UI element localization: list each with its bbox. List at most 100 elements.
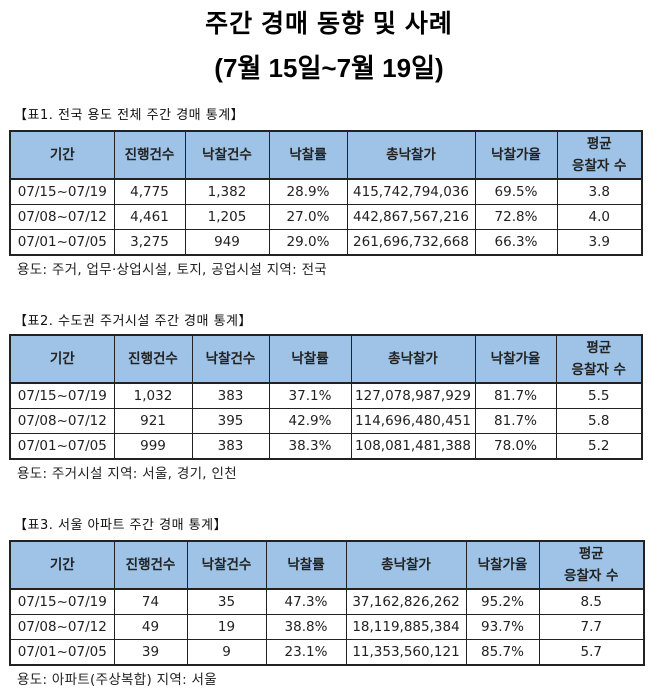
- table-row: 07/01~07/05 3,275 949 29.0% 261,696,732,…: [9, 229, 643, 256]
- table3-note: 용도: 아파트(주상복합) 지역: 서울: [17, 672, 217, 688]
- cell-winning-bid-rate: 23.1%: [265, 639, 347, 666]
- cell-period: 07/01~07/05: [9, 229, 115, 256]
- cell-period: 07/01~07/05: [9, 639, 115, 666]
- header-proceeding-count: 진행건수: [113, 130, 186, 180]
- header-winning-bid-count: 낙찰건수: [191, 334, 270, 384]
- header-period: 기간: [9, 130, 115, 180]
- cell-avg-bidders: 5.7: [538, 639, 645, 666]
- cell-avg-bidders: 8.5: [538, 588, 645, 615]
- header-winning-bid-rate: 낙찰률: [268, 130, 348, 180]
- table-row: 07/15~07/19 74 35 47.3% 37,162,826,262 9…: [9, 588, 645, 615]
- table-row: 07/08~07/12 4,461 1,205 27.0% 442,867,56…: [9, 204, 643, 230]
- cell-avg-bidders: 5.5: [555, 382, 643, 409]
- cell-proceeding-count: 3,275: [113, 229, 186, 256]
- cell-winning-price-ratio: 95.2%: [465, 588, 540, 615]
- cell-total-winning-price: 127,078,987,929: [350, 382, 476, 409]
- cell-winning-price-ratio: 81.7%: [474, 382, 557, 409]
- cell-avg-bidders: 5.2: [555, 433, 643, 460]
- cell-total-winning-price: 108,081,481,388: [350, 433, 476, 460]
- header-total-winning-price: 총낙찰가: [350, 334, 476, 384]
- page-subtitle-date-range: (7월 15일~7월 19일): [214, 53, 444, 83]
- table3-seoul-apartment-auction-stats: 기간 진행건수 낙찰건수 낙찰률 총낙찰가 낙찰가율 평균 응찰자 수 07/15…: [9, 540, 645, 666]
- cell-winning-bid-rate: 27.0%: [268, 204, 348, 230]
- cell-winning-price-ratio: 81.7%: [474, 408, 557, 434]
- cell-period: 07/15~07/19: [9, 178, 115, 205]
- table2-caption: 【표2. 수도권 주거시설 주간 경매 통계】: [14, 314, 253, 329]
- cell-winning-bid-count: 383: [191, 382, 270, 409]
- header-avg-bidders: 평균 응찰자 수: [556, 130, 643, 180]
- cell-total-winning-price: 11,353,560,121: [345, 639, 467, 666]
- cell-period: 07/15~07/19: [9, 588, 115, 615]
- cell-winning-bid-count: 1,382: [184, 178, 270, 205]
- cell-total-winning-price: 261,696,732,668: [346, 229, 476, 256]
- table1-caption: 【표1. 전국 용도 전체 주간 경매 통계】: [14, 108, 245, 123]
- header-winning-price-ratio: 낙찰가율: [474, 334, 557, 384]
- table-row: 07/01~07/05 39 9 23.1% 11,353,560,121 85…: [9, 639, 645, 666]
- table3-caption: 【표3. 서울 아파트 주간 경매 통계】: [14, 518, 228, 533]
- header-proceeding-count: 진행건수: [113, 540, 188, 590]
- cell-winning-bid-count: 395: [191, 408, 270, 434]
- table2-note: 용도: 주거시설 지역: 서울, 경기, 인천: [17, 466, 237, 482]
- table-row: 07/01~07/05 999 383 38.3% 108,081,481,38…: [9, 433, 643, 460]
- header-winning-price-ratio: 낙찰가율: [474, 130, 558, 180]
- header-avg-bidders: 평균 응찰자 수: [538, 540, 645, 590]
- cell-winning-bid-rate: 37.1%: [268, 382, 352, 409]
- cell-winning-bid-count: 1,205: [184, 204, 270, 230]
- cell-winning-price-ratio: 93.7%: [465, 614, 540, 640]
- cell-winning-bid-rate: 38.8%: [265, 614, 347, 640]
- cell-total-winning-price: 114,696,480,451: [350, 408, 476, 434]
- cell-period: 07/08~07/12: [9, 204, 115, 230]
- cell-winning-price-ratio: 72.8%: [474, 204, 558, 230]
- cell-winning-price-ratio: 69.5%: [474, 178, 558, 205]
- header-total-winning-price: 총낙찰가: [345, 540, 467, 590]
- cell-proceeding-count: 1,032: [113, 382, 193, 409]
- cell-avg-bidders: 5.8: [555, 408, 643, 434]
- cell-period: 07/08~07/12: [9, 408, 115, 434]
- table-row: 07/15~07/19 4,775 1,382 28.9% 415,742,79…: [9, 178, 643, 205]
- cell-winning-bid-rate: 28.9%: [268, 178, 348, 205]
- table-row: 07/15~07/19 1,032 383 37.1% 127,078,987,…: [9, 382, 643, 409]
- cell-winning-bid-rate: 38.3%: [268, 433, 352, 460]
- cell-winning-price-ratio: 78.0%: [474, 433, 557, 460]
- table2-metro-residential-auction-stats: 기간 진행건수 낙찰건수 낙찰률 총낙찰가 낙찰가율 평균 응찰자 수 07/15…: [9, 334, 643, 460]
- header-period: 기간: [9, 334, 115, 384]
- cell-proceeding-count: 39: [113, 639, 188, 666]
- cell-period: 07/01~07/05: [9, 433, 115, 460]
- cell-total-winning-price: 37,162,826,262: [345, 588, 467, 615]
- cell-total-winning-price: 442,867,567,216: [346, 204, 476, 230]
- cell-winning-bid-rate: 29.0%: [268, 229, 348, 256]
- header-avg-bidders: 평균 응찰자 수: [555, 334, 643, 384]
- cell-winning-price-ratio: 85.7%: [465, 639, 540, 666]
- cell-period: 07/15~07/19: [9, 382, 115, 409]
- header-winning-bid-rate: 낙찰률: [265, 540, 347, 590]
- table1-note: 용도: 주거, 업무·상업시설, 토지, 공업시설 지역: 전국: [17, 262, 328, 278]
- cell-winning-bid-count: 9: [186, 639, 267, 666]
- table1-national-auction-stats: 기간 진행건수 낙찰건수 낙찰률 총낙찰가 낙찰가율 평균 응찰자 수 07/15…: [9, 130, 643, 256]
- cell-proceeding-count: 4,775: [113, 178, 186, 205]
- cell-proceeding-count: 999: [113, 433, 193, 460]
- cell-winning-bid-count: 949: [184, 229, 270, 256]
- cell-winning-bid-count: 383: [191, 433, 270, 460]
- header-winning-price-ratio: 낙찰가율: [465, 540, 540, 590]
- header-period: 기간: [9, 540, 115, 590]
- table-row: 07/08~07/12 921 395 42.9% 114,696,480,45…: [9, 408, 643, 434]
- cell-period: 07/08~07/12: [9, 614, 115, 640]
- table-row: 07/08~07/12 49 19 38.8% 18,119,885,384 9…: [9, 614, 645, 640]
- cell-winning-bid-rate: 42.9%: [268, 408, 352, 434]
- cell-proceeding-count: 921: [113, 408, 193, 434]
- cell-winning-bid-rate: 47.3%: [265, 588, 347, 615]
- cell-proceeding-count: 49: [113, 614, 188, 640]
- page-title: 주간 경매 동향 및 사례: [205, 10, 453, 38]
- header-winning-bid-count: 낙찰건수: [184, 130, 270, 180]
- cell-avg-bidders: 3.8: [556, 178, 643, 205]
- cell-winning-price-ratio: 66.3%: [474, 229, 558, 256]
- cell-avg-bidders: 3.9: [556, 229, 643, 256]
- cell-proceeding-count: 4,461: [113, 204, 186, 230]
- header-winning-bid-rate: 낙찰률: [268, 334, 352, 384]
- cell-proceeding-count: 74: [113, 588, 188, 615]
- cell-avg-bidders: 4.0: [556, 204, 643, 230]
- cell-avg-bidders: 7.7: [538, 614, 645, 640]
- cell-total-winning-price: 18,119,885,384: [345, 614, 467, 640]
- header-winning-bid-count: 낙찰건수: [186, 540, 267, 590]
- cell-winning-bid-count: 19: [186, 614, 267, 640]
